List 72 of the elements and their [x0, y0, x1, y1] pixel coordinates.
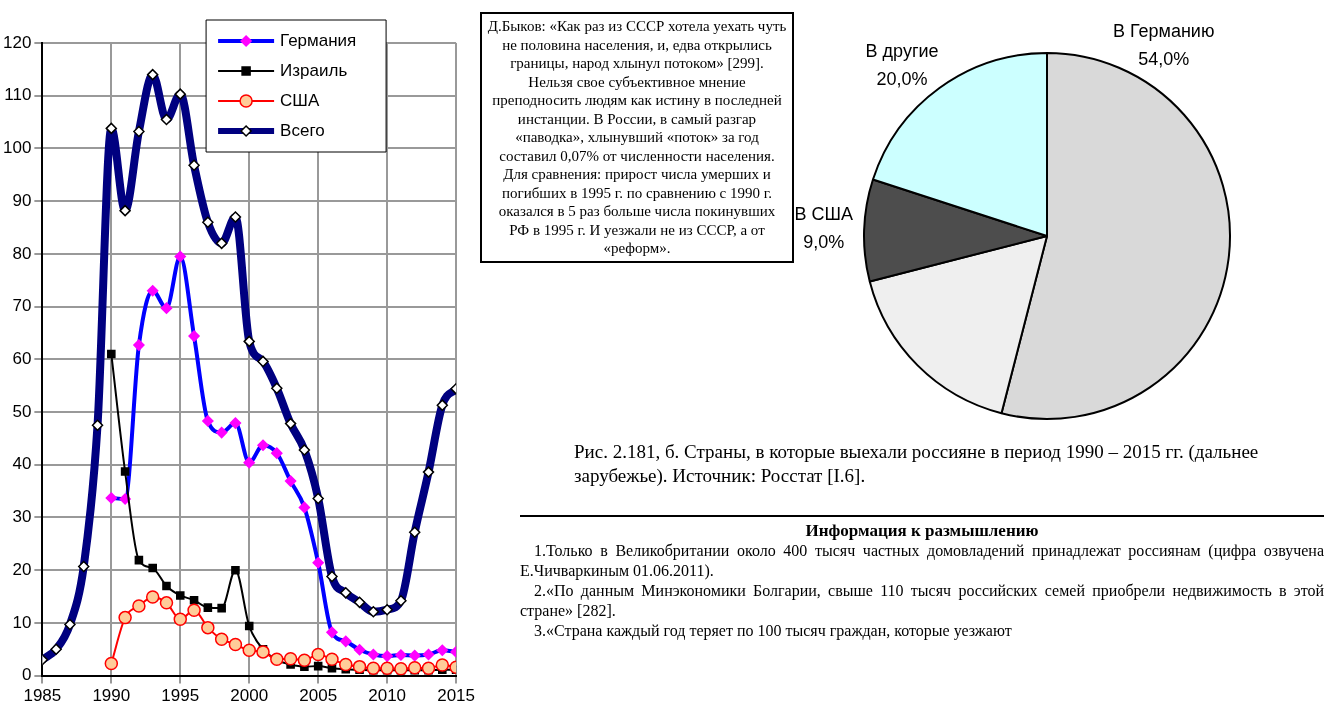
point [145, 590, 160, 604]
point [120, 467, 130, 476]
y-tick-label: 60 [12, 348, 32, 368]
text: Д.Быков: «Как раз из СССР хотела уехать чуть не половина населения, и, едва открылись границы, народ хлынул потоком» [299]. Нельзя свое субъективное мнение преподносить людям как истину в последней инстанции. В России, в самый разгар «паводка», хлынувший «поток» за год составил 0,07% от численности населения. Для сравнения: прирост числа умерших и погибших в 1995 г. по сравнению с 1990 г. оказался в 5 раз больше числа покинувших РФ в 1995 г. И уезжали не из СССР, а от «реформ». [487, 18, 787, 256]
point [231, 565, 240, 575]
legend-label: Всего [280, 120, 325, 140]
point [366, 661, 381, 675]
x-tick-label: 1985 [23, 686, 62, 706]
y-tick-label: 0 [21, 665, 32, 685]
y-tick-label: 40 [12, 454, 32, 474]
point [283, 651, 298, 666]
x-tick-label: 2010 [368, 686, 407, 706]
y-tick-label: 50 [12, 401, 32, 421]
point [217, 603, 226, 613]
text: 2.«По данным Минэкономики Болгарии, свыше 110 тысяч российских семей приобрели недвижимость в этой стране» [282]. [520, 581, 1324, 621]
x-tick-label: 2000 [230, 686, 269, 706]
point [325, 652, 339, 667]
point [244, 621, 254, 631]
legend-label: Германия [280, 30, 357, 50]
point [175, 591, 185, 600]
point [118, 610, 132, 625]
data-label: 9,0% [803, 231, 845, 252]
point [380, 661, 394, 675]
y-tick-label: 30 [12, 507, 32, 527]
y-tick-label: 10 [12, 612, 32, 632]
text: 3.«Страна каждый год теряет по 100 тысяч граждан, которые уезжают [533, 621, 1013, 641]
point [394, 662, 408, 676]
point [201, 620, 215, 635]
point [148, 563, 157, 573]
point [159, 596, 174, 610]
y-tick-label: 110 [4, 85, 32, 105]
point [297, 653, 312, 668]
point [256, 645, 270, 659]
point [435, 658, 450, 672]
legend-label: США [280, 90, 320, 110]
data-label: 20,0% [876, 69, 928, 90]
point [313, 661, 323, 671]
slice-label: В другие [865, 41, 939, 62]
y-tick-label: 90 [12, 190, 32, 210]
point [311, 647, 325, 662]
point [173, 612, 188, 626]
point [107, 349, 116, 359]
point [134, 555, 144, 565]
text: Рис. 2.181, б. Страны, в которые выехали россияне в период 1990 – 2015 гг. (дальнее зарубежье). Источник: Росстат [I.6]. [574, 440, 1260, 488]
point [421, 661, 436, 675]
y-tick-label: 100 [2, 138, 32, 158]
y-tick-label: 70 [12, 296, 32, 316]
point [339, 657, 353, 672]
y-tick-label: 20 [12, 559, 32, 579]
x-tick-label: 1995 [161, 686, 200, 706]
point [407, 660, 422, 675]
y-tick-label: 80 [12, 243, 32, 263]
x-tick-label: 2005 [299, 686, 338, 706]
legend-label: Израиль [280, 60, 348, 80]
point [187, 603, 201, 617]
point [242, 643, 256, 658]
slice-label: В Германию [1112, 20, 1215, 41]
point [104, 656, 119, 671]
point [132, 599, 146, 613]
point [162, 581, 171, 591]
point [189, 595, 199, 605]
y-tick-label: 120 [2, 32, 32, 52]
point [228, 637, 243, 652]
data-label: 54,0% [1138, 48, 1190, 69]
slice-label: В США [794, 203, 854, 224]
point [352, 659, 367, 674]
point [203, 603, 213, 612]
point [214, 632, 229, 646]
text: 1.Только в Великобритании около 400 тысяч частных домовладений принадлежат россиянам (цифра озвучена Е.Чичваркиным 01.06.2011). [520, 541, 1324, 581]
x-tick-label: 2015 [437, 686, 475, 706]
text: Информация к размышлению [804, 521, 1040, 541]
x-tick-label: 1990 [92, 686, 131, 706]
